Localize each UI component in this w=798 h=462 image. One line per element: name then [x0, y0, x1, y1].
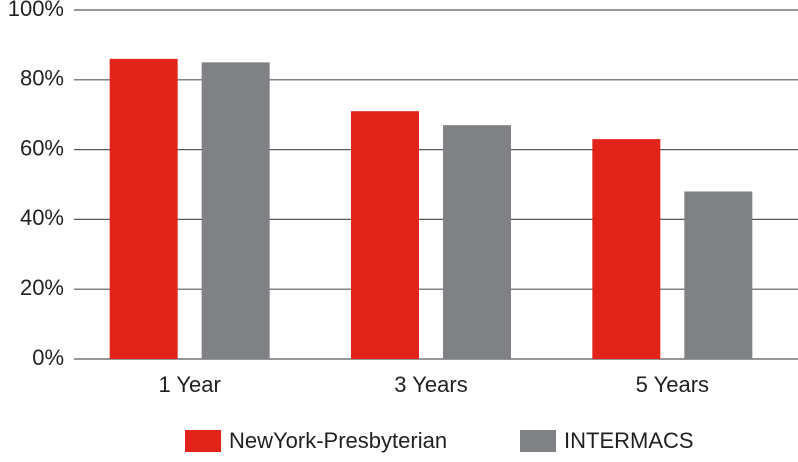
- legend-swatch: [185, 430, 221, 452]
- bar: [109, 58, 178, 360]
- legend-label: INTERMACS: [564, 428, 694, 453]
- y-tick-label: 60%: [20, 135, 64, 160]
- x-tick-label: 1 Year: [158, 372, 220, 397]
- y-tick-label: 80%: [20, 66, 64, 91]
- legend-label: NewYork-Presbyterian: [229, 428, 447, 453]
- bar: [351, 111, 419, 360]
- y-tick-label: 0%: [32, 345, 64, 370]
- x-tick-label: 5 Years: [636, 372, 709, 397]
- bar: [443, 125, 511, 359]
- legend-swatch: [520, 430, 556, 452]
- bar: [684, 191, 753, 359]
- y-tick-label: 100%: [8, 0, 64, 21]
- y-tick-label: 40%: [20, 205, 64, 230]
- x-tick-label: 3 Years: [394, 372, 467, 397]
- y-tick-label: 20%: [20, 275, 64, 300]
- bar: [592, 139, 661, 359]
- bar: [201, 62, 270, 359]
